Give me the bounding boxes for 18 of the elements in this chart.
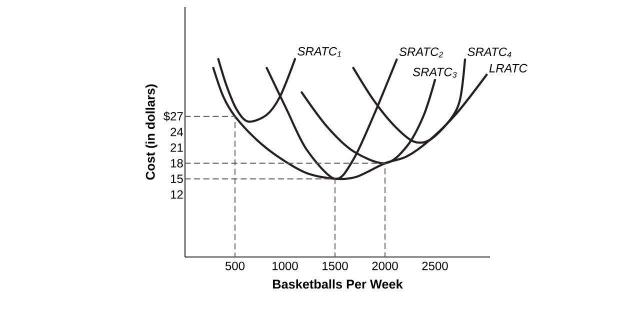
y-tick-label: $27 (164, 112, 183, 122)
x-tick-label: 1500 (322, 262, 348, 270)
x-axis-title: Basketballs Per Week (272, 279, 403, 289)
y-tick-label: 15 (170, 174, 183, 184)
y-axis-title: Cost (in dollars) (146, 84, 158, 180)
x-tick-label: 1000 (272, 262, 298, 270)
series-label: SRATC$_{2}$ (399, 47, 444, 58)
x-tick-label: 2000 (372, 262, 398, 270)
y-tick-label: 21 (170, 143, 183, 152)
y-tick-label: 24 (170, 128, 184, 136)
x-tick-label: 500 (225, 262, 245, 270)
series-label: LRATC (489, 64, 528, 72)
x-tick-label: 2500 (422, 262, 448, 270)
y-tick-label: 18 (170, 158, 183, 168)
series-label: SRATC$_{1}$ (298, 47, 341, 57)
series-label: SRATC$_{3}$ (412, 68, 457, 78)
series-label: SRATC$_{4}$ (468, 48, 512, 58)
y-tick-label: 12 (170, 190, 183, 199)
